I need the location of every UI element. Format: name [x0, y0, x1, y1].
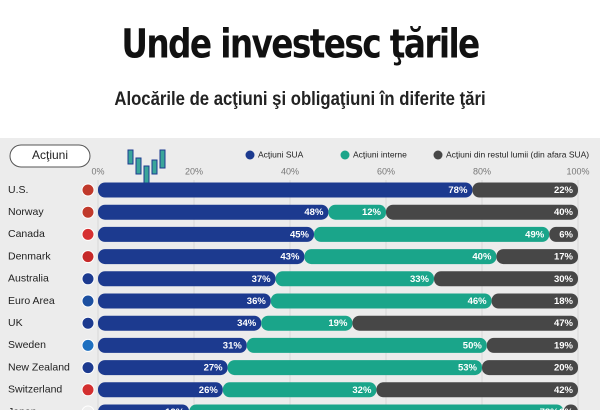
- value-label: 47%: [554, 318, 574, 329]
- legend-swatch: [433, 150, 443, 160]
- category-label: Euro Area: [8, 295, 55, 307]
- chart-title: Unde investesc ţările: [121, 20, 479, 67]
- value-label: 26%: [199, 385, 219, 396]
- bar-segment: [98, 204, 329, 220]
- value-label: 46%: [468, 296, 488, 307]
- category-label: UK: [8, 317, 23, 329]
- value-label: 50%: [463, 340, 483, 351]
- bar-segment: [98, 226, 314, 242]
- legend-swatch: [245, 150, 255, 160]
- flag-icon: [81, 361, 95, 375]
- bar-segment: [328, 204, 386, 220]
- flag-icon: [81, 272, 95, 286]
- x-tick-label: 100%: [566, 166, 589, 176]
- category-label: New Zealand: [8, 361, 70, 373]
- value-label: 20%: [554, 363, 574, 374]
- bar-segment: [386, 204, 578, 220]
- bar-segment: [491, 293, 578, 309]
- bar-segment: [482, 360, 578, 376]
- value-label: 40%: [472, 252, 492, 263]
- value-label: 78%: [448, 185, 468, 196]
- value-label: 17%: [554, 252, 574, 263]
- flag-icon: [81, 250, 95, 264]
- flag-icon: [81, 338, 95, 352]
- flag-icon: [81, 205, 95, 219]
- value-label: 49%: [525, 229, 545, 240]
- value-label: 18%: [554, 296, 574, 307]
- x-tick-label: 20%: [185, 166, 203, 176]
- x-tick-label: 0%: [91, 166, 104, 176]
- value-label: 37%: [252, 274, 272, 285]
- bar-segment: [98, 249, 305, 265]
- value-label: 43%: [280, 252, 300, 263]
- tab-button[interactable]: [9, 144, 91, 168]
- flag-icon: [81, 183, 95, 197]
- legend-label: Acţiuni din restul lumii (din afara SUA): [446, 149, 589, 159]
- bar-segment: [496, 249, 578, 265]
- bar-segment: [98, 293, 271, 309]
- value-label: 32%: [352, 385, 372, 396]
- bar-segment: [261, 315, 353, 331]
- bar-segment: [434, 271, 578, 287]
- category-label: Denmark: [8, 250, 51, 262]
- value-label: 42%: [554, 385, 574, 396]
- x-tick-label: 60%: [377, 166, 395, 176]
- value-label: 34%: [237, 318, 257, 329]
- bar-segment: [98, 271, 276, 287]
- flag-icon: [81, 316, 95, 330]
- value-label: 33%: [410, 274, 430, 285]
- x-tick-label: 80%: [473, 166, 491, 176]
- bar-segment: [549, 226, 578, 242]
- category-label: U.S.: [8, 184, 28, 196]
- legend-label: Acţiuni SUA: [258, 149, 304, 159]
- bar-segment: [98, 360, 228, 376]
- category-label: Norway: [8, 206, 44, 218]
- category-label: Switzerland: [8, 384, 62, 396]
- bar-segment: [98, 382, 223, 398]
- tab-label[interactable]: Acţiuni: [32, 148, 68, 162]
- category-label: Sweden: [8, 339, 46, 351]
- bar-segment: [98, 182, 473, 198]
- value-label: 27%: [204, 363, 224, 374]
- bar-segment: [227, 360, 482, 376]
- bar-segment: [98, 337, 247, 353]
- value-label: 36%: [247, 296, 267, 307]
- value-label: 6%: [559, 229, 573, 240]
- value-label: 12%: [362, 207, 382, 218]
- value-label: 19%: [328, 318, 348, 329]
- bar-segment: [486, 337, 578, 353]
- flag-icon: [81, 227, 95, 241]
- x-tick-label: 40%: [281, 166, 299, 176]
- value-label: 31%: [223, 340, 243, 351]
- flag-icon: [81, 383, 95, 397]
- value-label: 30%: [554, 274, 574, 285]
- bar-segment: [189, 404, 564, 415]
- bar-segment: [275, 271, 434, 287]
- category-label: Japan: [8, 406, 37, 410]
- bar-segment: [246, 337, 487, 353]
- value-label: 48%: [304, 207, 324, 218]
- category-label: Australia: [8, 273, 49, 285]
- bar-segment: [270, 293, 492, 309]
- bar-segment: [222, 382, 377, 398]
- value-label: 40%: [554, 207, 574, 218]
- value-label: 19%: [554, 340, 574, 351]
- flag-icon: [81, 294, 95, 308]
- category-label: Canada: [8, 228, 45, 240]
- chart-subtitle: Alocările de acţiuni şi obligaţiuni în d…: [114, 88, 485, 109]
- bar-segment: [314, 226, 550, 242]
- value-label: 22%: [554, 185, 574, 196]
- value-label: 53%: [458, 363, 478, 374]
- legend-swatch: [340, 150, 350, 160]
- bar-segment: [304, 249, 497, 265]
- bar-segment: [98, 315, 262, 331]
- value-label: 45%: [290, 229, 310, 240]
- bar-segment: [472, 182, 578, 198]
- bar-segment: [376, 382, 578, 398]
- candle-icon: [127, 149, 166, 187]
- bar-segment: [352, 315, 578, 331]
- legend-label: Acţiuni interne: [353, 149, 407, 159]
